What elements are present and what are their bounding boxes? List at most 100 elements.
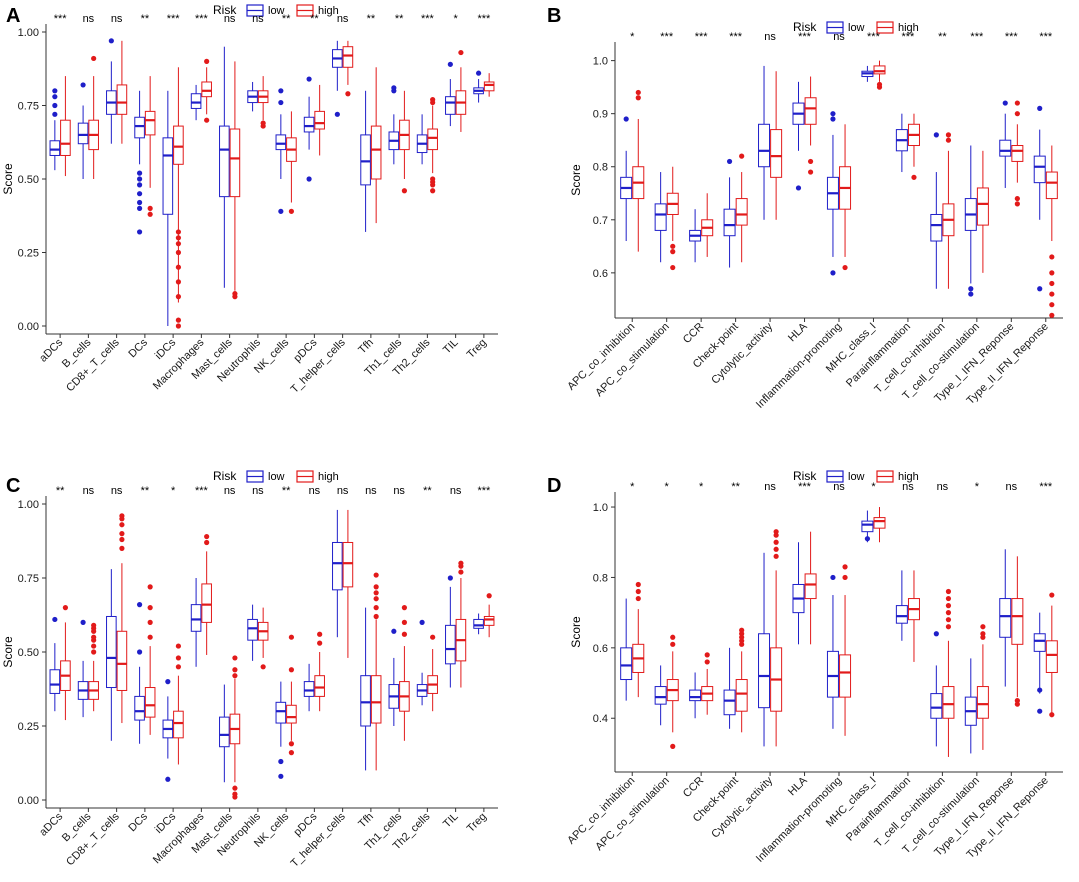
box-high-11-outlier xyxy=(373,584,379,590)
box-high-2-outlier xyxy=(119,531,125,537)
box-high-1-outlier xyxy=(91,634,97,640)
box-high-11-outlier xyxy=(1014,100,1020,106)
legend-key-high xyxy=(876,21,894,34)
box-high-11-outlier xyxy=(1014,201,1020,207)
significance-label: ns xyxy=(833,481,845,493)
significance-label: ns xyxy=(111,485,123,497)
significance-label: ns xyxy=(309,485,321,497)
x-tick-label: HLA xyxy=(786,774,810,798)
box-high-9-box xyxy=(314,110,325,130)
x-tick-label: CCR xyxy=(681,321,706,346)
box-high-1-outlier xyxy=(91,643,97,649)
significance-label: * xyxy=(871,481,876,493)
box-high-5 xyxy=(201,533,212,655)
panel-b: B Risk low high0.60.70.80.91.0ScoreAPC_co_i… xyxy=(547,5,1063,411)
box-low-11 xyxy=(999,100,1012,188)
box-high-1 xyxy=(666,634,679,750)
significance-label: ** xyxy=(395,13,404,25)
box-low-3-outlier xyxy=(136,205,143,211)
significance-label: ns xyxy=(450,485,462,497)
box-high-6-box xyxy=(839,654,852,698)
box-high-11-outlier xyxy=(373,572,379,578)
box-low-0-box xyxy=(49,140,61,156)
box-high-14-outlier xyxy=(458,569,464,575)
box-low-2-outlier xyxy=(108,38,114,44)
box-high-11-box xyxy=(370,675,382,724)
box-high-8-outlier xyxy=(288,634,295,640)
box-high-10-outlier xyxy=(345,91,351,97)
box-low-10 xyxy=(964,145,977,297)
box-low-0-outlier xyxy=(52,94,58,100)
box-high-6-outlier xyxy=(232,291,238,297)
box-low-3 xyxy=(723,647,736,729)
box-high-11-outlier xyxy=(373,596,379,602)
box-low-14-box xyxy=(445,624,456,665)
box-low-3-outlier xyxy=(136,602,143,608)
box-high-9-outlier xyxy=(945,603,952,609)
box-high-4-outlier xyxy=(773,539,779,545)
significance-label: ** xyxy=(141,13,150,25)
box-low-11-box xyxy=(999,598,1012,638)
significance-label: * xyxy=(630,481,635,493)
legend-key-low xyxy=(826,470,844,483)
y-tick-label: 0.50 xyxy=(18,174,39,186)
legend-key-high xyxy=(296,470,314,483)
legend: Risk low high xyxy=(213,3,339,17)
y-axis-title: Score xyxy=(569,164,583,196)
box-high-10-box xyxy=(342,541,354,588)
significance-label: ns xyxy=(902,481,914,493)
box-high-5 xyxy=(201,58,212,123)
box-low-3-outlier xyxy=(136,199,143,206)
box-low-6 xyxy=(219,684,230,783)
box-high-10-outlier xyxy=(980,624,986,630)
legend-label-low: low xyxy=(268,5,285,17)
box-high-11-box xyxy=(370,125,382,180)
box-low-6-outlier xyxy=(830,116,836,122)
box-high-7 xyxy=(257,607,269,670)
box-low-2 xyxy=(689,209,702,263)
legend-label-high: high xyxy=(898,471,919,483)
box-low-3-box xyxy=(134,695,145,721)
box-high-9-outlier xyxy=(945,595,952,602)
significance-label: * xyxy=(665,481,670,493)
box-high-1-outlier xyxy=(91,55,97,62)
box-high-9-outlier xyxy=(945,617,952,623)
box-high-11 xyxy=(1011,556,1024,707)
significance-label: *** xyxy=(477,13,491,25)
significance-label: ns xyxy=(764,31,776,43)
significance-label: ns xyxy=(833,31,845,43)
box-low-12-outlier xyxy=(1037,105,1043,111)
x-tick-label: Cytolytic_activity xyxy=(709,774,775,840)
box-high-12-outlier xyxy=(1049,280,1055,287)
y-tick-label: 0.25 xyxy=(18,721,39,733)
y-tick-label: 0.00 xyxy=(18,795,39,807)
legend-title: Risk xyxy=(793,469,817,483)
significance-label: ns xyxy=(937,481,949,493)
box-low-12 xyxy=(1033,612,1046,714)
box-high-2-outlier xyxy=(119,545,125,552)
box-high-14 xyxy=(455,560,467,688)
box-high-9-box xyxy=(314,675,325,697)
box-low-9-box xyxy=(930,213,943,242)
box-low-3 xyxy=(134,90,145,235)
legend-label-high: high xyxy=(318,471,339,483)
box-high-14 xyxy=(455,49,467,132)
box-low-5-outlier xyxy=(795,185,802,191)
box-low-3-outlier xyxy=(136,229,143,235)
significance-label: ns xyxy=(252,485,264,497)
box-high-8 xyxy=(286,111,297,214)
box-low-14-outlier xyxy=(447,575,453,581)
box-low-3-box xyxy=(723,208,736,237)
box-low-6-outlier xyxy=(830,574,836,581)
box-high-9-box xyxy=(942,686,955,719)
box-high-1 xyxy=(88,55,99,179)
box-low-8-box xyxy=(275,701,287,724)
significance-label: ** xyxy=(731,481,740,493)
box-high-3-box xyxy=(735,679,748,712)
box-high-5-outlier xyxy=(807,158,814,165)
box-high-7-outlier xyxy=(260,120,266,126)
box-high-3-box xyxy=(144,687,156,718)
box-low-6-box xyxy=(826,650,839,698)
box-high-4 xyxy=(770,529,783,747)
